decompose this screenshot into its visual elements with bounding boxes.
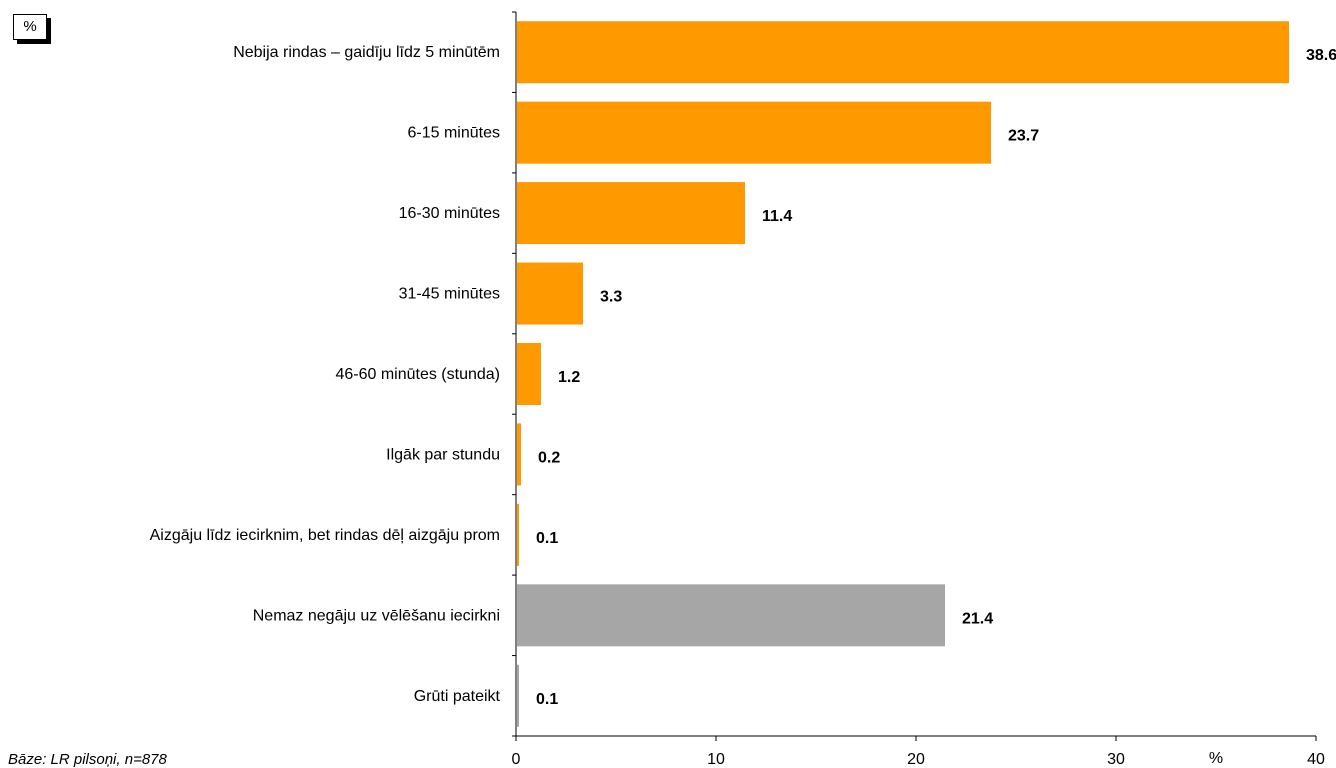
axes — [512, 11, 1317, 741]
bar — [517, 262, 583, 325]
data-label: 0.1 — [536, 530, 558, 547]
bar — [517, 101, 991, 164]
category-label: Grūti pateikt — [414, 688, 501, 705]
category-label: Nebija rindas – gaidīju līdz 5 minūtēm — [233, 44, 500, 61]
bar — [517, 584, 945, 647]
data-label: 11.4 — [762, 208, 792, 225]
bar — [517, 21, 1289, 84]
x-tick-label: 10 — [707, 751, 725, 767]
x-axis-unit-label: % — [1209, 750, 1223, 767]
category-label: Ilgāk par stundu — [386, 446, 500, 463]
data-label: 21.4 — [962, 610, 993, 627]
labels: Nebija rindas – gaidīju līdz 5 minūtēm 38… — [150, 44, 1336, 767]
bar — [517, 664, 519, 727]
data-label: 0.1 — [536, 691, 558, 708]
footnote: Bāze: LR pilsoņi, n=878 — [8, 751, 167, 768]
x-tick-label: 0 — [512, 751, 521, 767]
x-tick-label: 30 — [1107, 751, 1125, 767]
bar — [517, 182, 745, 245]
data-label: 38.6 — [1306, 47, 1336, 64]
bars — [517, 21, 1289, 727]
bar — [517, 423, 521, 486]
category-label: 46-60 minūtes (stunda) — [335, 366, 500, 383]
bar — [517, 343, 541, 405]
category-label: 16-30 minūtes — [399, 205, 500, 222]
data-label: 1.2 — [558, 369, 580, 386]
data-label: 23.7 — [1008, 128, 1039, 145]
x-tick-label: 40 — [1307, 751, 1325, 767]
category-label: Aizgāju līdz iecirknim, bet rindas dēļ a… — [150, 527, 500, 544]
data-label: 0.2 — [538, 449, 560, 466]
unit-box: % — [13, 14, 47, 40]
x-tick-label: 20 — [907, 751, 925, 767]
category-label: 6-15 minūtes — [408, 125, 501, 142]
category-label: 31-45 minūtes — [399, 286, 500, 303]
data-label: 3.3 — [600, 289, 622, 306]
category-label: Nemaz negāju uz vēlēšanu iecirkni — [253, 607, 500, 624]
bar — [517, 503, 519, 566]
